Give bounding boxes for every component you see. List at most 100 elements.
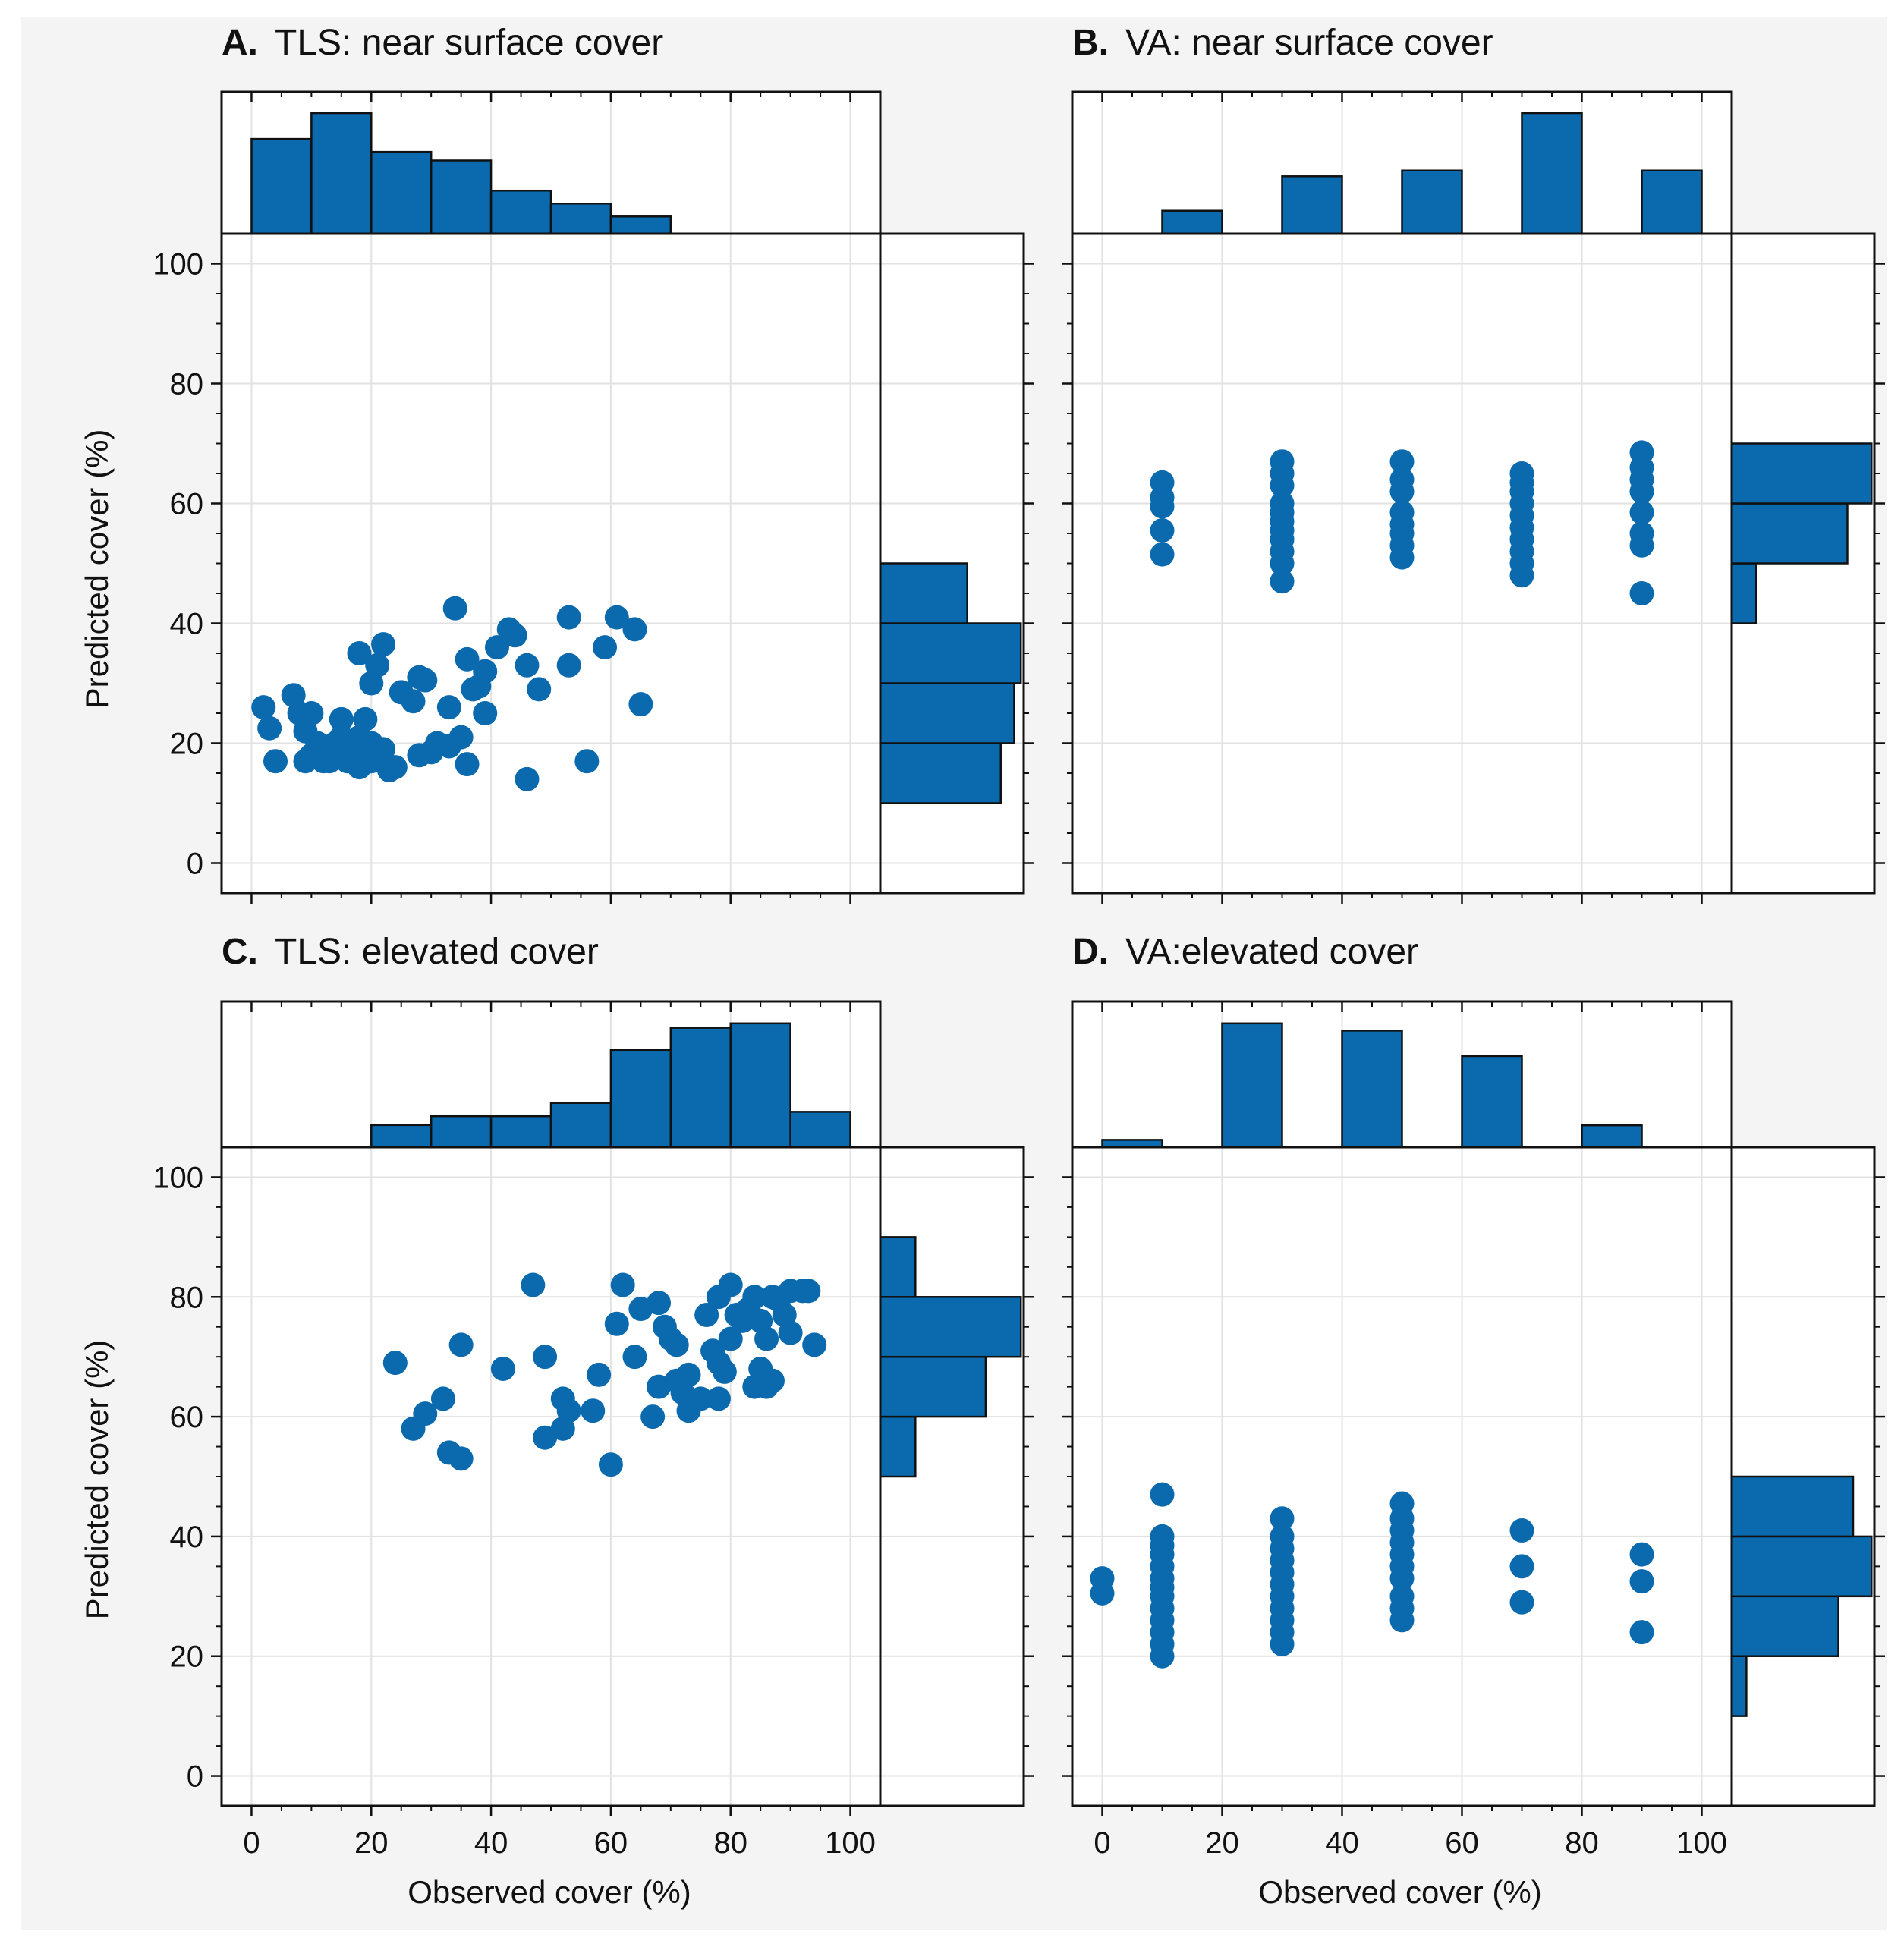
histogram-bar bbox=[669, 1027, 732, 1149]
scatter-point bbox=[371, 632, 396, 657]
scatter-point bbox=[442, 596, 467, 621]
histogram-bar bbox=[250, 137, 313, 235]
scatter-point bbox=[533, 1345, 558, 1370]
scatter-point bbox=[382, 755, 408, 780]
scatter-point bbox=[257, 716, 282, 741]
scatter-point bbox=[371, 737, 396, 762]
scatter-point bbox=[760, 1368, 785, 1393]
histogram-bar bbox=[1581, 1124, 1643, 1149]
histogram-bar bbox=[1730, 1595, 1839, 1657]
scatter-point bbox=[718, 1326, 743, 1351]
histogram-bar bbox=[1341, 1030, 1403, 1149]
x-tick-label: 80 bbox=[713, 1826, 747, 1860]
histogram-bar bbox=[879, 1236, 917, 1298]
scatter-point bbox=[401, 689, 426, 714]
scatter-point bbox=[1629, 1569, 1654, 1594]
scatter-point bbox=[574, 749, 600, 774]
scatter-point bbox=[622, 1345, 647, 1370]
scatter-point bbox=[1629, 500, 1654, 525]
y-tick-label: 0 bbox=[187, 848, 203, 881]
scatter-point bbox=[1629, 581, 1654, 605]
scatter-plot-B bbox=[1062, 232, 1733, 904]
panel-title-letter: D. bbox=[1072, 932, 1109, 972]
scatter-point bbox=[1270, 491, 1295, 516]
scatter-plot-C: 0 20 40 60 80 100 0 20 40 60 80 100 bbox=[153, 1146, 882, 1860]
x-tick-label: 40 bbox=[1325, 1826, 1359, 1860]
histogram-bar bbox=[1730, 502, 1849, 565]
y-axis-label: Predicted cover (%) bbox=[79, 1340, 115, 1620]
scatter-point bbox=[802, 1332, 827, 1357]
y-tick-label: 80 bbox=[170, 368, 204, 401]
histogram-bar bbox=[489, 189, 552, 235]
scatter-point bbox=[712, 1359, 737, 1384]
scatter-point bbox=[1629, 1542, 1654, 1567]
histogram-bar bbox=[370, 150, 433, 235]
scatter-point bbox=[1150, 1524, 1175, 1549]
y-tick-label: 20 bbox=[170, 1640, 204, 1674]
histogram-bar bbox=[1221, 1022, 1283, 1149]
scatter-point bbox=[521, 1272, 546, 1297]
histogram-bar bbox=[1281, 175, 1343, 235]
x-axis-label: Observed cover (%) bbox=[1258, 1874, 1541, 1910]
scatter-point bbox=[1509, 461, 1534, 486]
scatter-point bbox=[490, 1356, 515, 1381]
x-tick-label: 0 bbox=[243, 1826, 260, 1860]
scatter-point bbox=[647, 1291, 672, 1316]
histogram-bar bbox=[1730, 1535, 1873, 1598]
histogram-bar bbox=[1641, 169, 1703, 235]
y-tick-label: 80 bbox=[170, 1281, 204, 1314]
panel-D: D. VA:elevated cover 0 20 40 60 80 100 Observ… bbox=[1062, 932, 1885, 1910]
histogram-bar bbox=[879, 562, 968, 624]
panel-title-letter: B. bbox=[1072, 23, 1109, 63]
scatter-point bbox=[502, 623, 527, 648]
scatter-point bbox=[640, 1404, 666, 1430]
scatter-point bbox=[1389, 1584, 1415, 1609]
histogram-bar bbox=[729, 1022, 791, 1149]
histogram-bar bbox=[609, 1049, 672, 1149]
scatter-point bbox=[587, 1362, 612, 1387]
x-tick-label: 20 bbox=[354, 1826, 389, 1860]
scatter-point bbox=[448, 1446, 474, 1471]
panel-title: VA:elevated cover bbox=[1125, 932, 1418, 972]
scatter-point bbox=[299, 701, 324, 725]
scatter-point bbox=[581, 1398, 606, 1423]
scatter-plot-D: 0 20 40 60 80 100 bbox=[1062, 1146, 1733, 1860]
histogram-bar bbox=[1521, 112, 1583, 235]
scatter-point bbox=[778, 1320, 803, 1345]
scatter-point bbox=[1629, 440, 1654, 465]
scatter-point bbox=[515, 766, 540, 791]
x-tick-label: 100 bbox=[825, 1826, 876, 1860]
scatter-point bbox=[1270, 1524, 1295, 1549]
right-histogram-A bbox=[879, 232, 1034, 895]
scatter-point bbox=[1389, 467, 1415, 492]
scatter-point bbox=[1270, 449, 1295, 474]
y-tick-label: 60 bbox=[170, 488, 204, 521]
scatter-point bbox=[742, 1285, 767, 1310]
scatter-point bbox=[718, 1272, 743, 1297]
histogram-bar bbox=[1730, 562, 1758, 624]
scatter-point bbox=[622, 617, 647, 642]
right-histogram-D bbox=[1730, 1146, 1885, 1807]
histogram-bar bbox=[609, 215, 672, 235]
scatter-point bbox=[1270, 1506, 1295, 1531]
scatter-point bbox=[436, 695, 461, 720]
scatter-point bbox=[1629, 521, 1654, 546]
histogram-bar bbox=[549, 203, 612, 235]
y-tick-label: 0 bbox=[187, 1760, 203, 1794]
scatter-point bbox=[382, 1351, 408, 1376]
plot-area bbox=[222, 234, 880, 893]
scatter-point bbox=[347, 641, 372, 665]
scatter-point bbox=[430, 1386, 455, 1411]
histogram-bar bbox=[1730, 1655, 1748, 1717]
scatter-point bbox=[1509, 1518, 1534, 1543]
histogram-bar bbox=[489, 1115, 552, 1149]
histogram-bar bbox=[879, 682, 1015, 744]
scatter-point bbox=[628, 692, 653, 717]
scatter-point bbox=[263, 749, 288, 774]
scatter-point bbox=[556, 653, 581, 678]
top-histogram-B bbox=[1071, 90, 1733, 235]
scatter-plot-A: 0 20 40 60 80 100 bbox=[153, 232, 882, 904]
scatter-point bbox=[1270, 569, 1295, 594]
y-tick-label: 100 bbox=[153, 248, 203, 282]
